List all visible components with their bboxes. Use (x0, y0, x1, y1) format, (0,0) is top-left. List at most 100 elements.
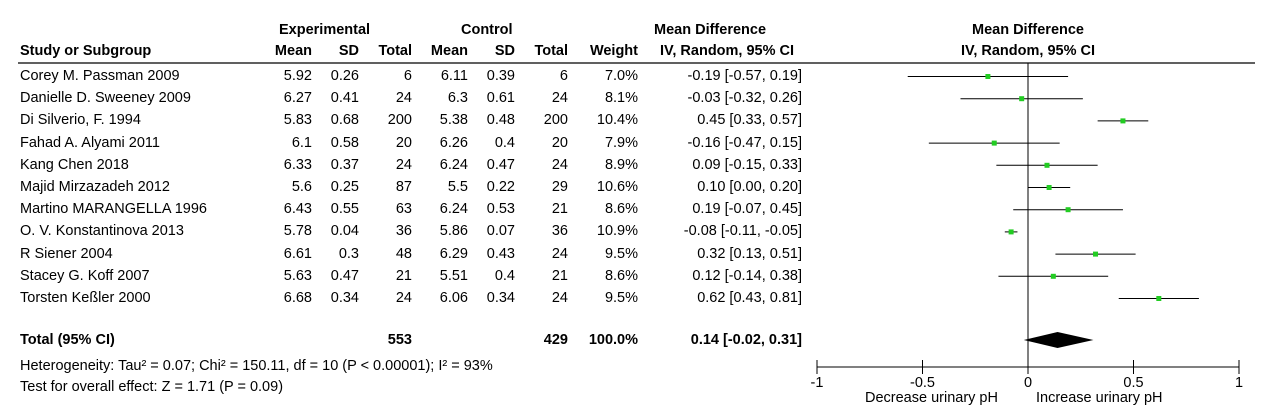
cell-c-total: 200 (543, 112, 568, 129)
cell-c-mean: 5.51 (439, 267, 468, 284)
cell-c-total: 21 (551, 201, 568, 218)
cell-name: Danielle D. Sweeney 2009 (20, 90, 191, 107)
col-c-sd: SD (494, 43, 515, 59)
cell-c-mean: 5.5 (447, 179, 468, 195)
cell-name: Torsten Keßler 2000 (20, 290, 151, 306)
total-ci: 0.14 [-0.02, 0.31] (690, 332, 802, 348)
x-tick-label: -1 (811, 375, 824, 391)
cell-e-sd: 0.37 (330, 156, 359, 173)
col-e-total: Total (378, 43, 412, 59)
col-study: Study or Subgroup (20, 43, 152, 59)
x-right-label: Increase urinary pH (1036, 390, 1163, 406)
cell-ci-text: -0.19 [-0.57, 0.19] (687, 68, 802, 84)
cell-name: Martino MARANGELLA 1996 (20, 201, 207, 218)
cell-c-total: 24 (551, 245, 568, 262)
cell-c-sd: 0.4 (494, 267, 515, 284)
point-estimate (1120, 118, 1126, 124)
cell-name: Majid Mirzazadeh 2012 (20, 179, 170, 195)
cell-e-mean: 5.6 (291, 179, 312, 195)
cell-c-total: 21 (551, 267, 568, 284)
cell-e-sd: 0.47 (330, 267, 359, 284)
point-estimate (1008, 229, 1014, 235)
cell-c-total: 29 (551, 179, 568, 195)
cell-ci-text: 0.32 [0.13, 0.51] (697, 245, 802, 262)
cell-c-sd: 0.22 (486, 179, 515, 195)
cell-c-total: 36 (551, 223, 568, 240)
cell-c-mean: 6.3 (447, 90, 468, 107)
cell-c-mean: 6.11 (440, 68, 468, 84)
overall-effect-text: Test for overall effect: Z = 1.71 (P = 0… (20, 379, 284, 395)
cell-c-sd: 0.34 (486, 290, 515, 306)
cell-name: Fahad A. Alyami 2011 (20, 134, 160, 151)
cell-e-mean: 5.63 (283, 267, 312, 284)
cell-c-total: 6 (559, 68, 568, 84)
cell-ci-text: 0.19 [-0.07, 0.45] (692, 201, 802, 218)
cell-c-mean: 5.86 (439, 223, 468, 240)
heterogeneity-text: Heterogeneity: Tau² = 0.07; Chi² = 150.1… (20, 358, 493, 374)
cell-weight: 9.5% (604, 245, 638, 262)
cell-e-sd: 0.55 (330, 201, 359, 218)
cell-e-total: 36 (395, 223, 412, 240)
cell-name: O. V. Konstantinova 2013 (20, 223, 184, 240)
cell-c-mean: 5.38 (439, 112, 468, 129)
cell-weight: 7.9% (604, 134, 638, 151)
total-c-total: 429 (543, 332, 568, 348)
cell-c-total: 24 (551, 90, 568, 107)
cell-e-mean: 6.68 (283, 290, 312, 306)
point-estimate (1046, 185, 1052, 190)
experimental-group-header: Experimental (279, 22, 371, 38)
effect-column-title: Mean Difference (654, 22, 767, 38)
cell-e-total: 200 (387, 112, 412, 129)
cell-c-sd: 0.47 (486, 156, 515, 173)
cell-weight: 10.9% (596, 223, 638, 240)
cell-c-mean: 6.26 (439, 134, 468, 151)
cell-e-mean: 6.61 (283, 245, 312, 262)
total-weight: 100.0% (588, 332, 638, 348)
cell-name: Stacey G. Koff 2007 (20, 267, 150, 284)
col-e-mean: Mean (274, 43, 312, 59)
cell-weight: 10.4% (596, 112, 638, 129)
x-tick-label: 0.5 (1123, 375, 1143, 391)
point-estimate (1044, 162, 1050, 168)
plot-title: Mean Difference (971, 22, 1084, 38)
cell-c-sd: 0.53 (486, 201, 515, 218)
cell-e-mean: 5.83 (283, 112, 312, 129)
cell-e-sd: 0.68 (330, 112, 359, 129)
cell-c-mean: 6.24 (439, 156, 468, 173)
cell-ci-text: 0.45 [0.33, 0.57] (697, 112, 802, 129)
cell-c-total: 24 (551, 156, 568, 173)
cell-ci-text: -0.16 [-0.47, 0.15] (687, 134, 802, 151)
x-tick-label: -0.5 (910, 375, 935, 391)
point-estimate (1156, 296, 1162, 301)
cell-e-mean: 6.1 (291, 134, 312, 151)
cell-c-total: 24 (551, 290, 568, 306)
col-weight: Weight (589, 43, 638, 59)
x-tick-label: 1 (1235, 375, 1243, 391)
x-left-label: Decrease urinary pH (865, 390, 998, 406)
cell-c-sd: 0.61 (486, 90, 515, 107)
cell-e-sd: 0.25 (330, 179, 359, 195)
cell-e-total: 24 (395, 156, 412, 173)
cell-weight: 9.5% (604, 290, 638, 306)
col-e-sd: SD (338, 43, 359, 59)
cell-e-total: 6 (403, 68, 412, 84)
plot-subtitle: IV, Random, 95% CI (960, 43, 1096, 59)
cell-e-mean: 5.92 (283, 68, 312, 84)
cell-e-total: 24 (395, 90, 412, 107)
point-estimate (1050, 273, 1056, 279)
cell-ci-text: 0.12 [-0.14, 0.38] (692, 267, 802, 284)
col-c-mean: Mean (430, 43, 468, 59)
control-group-header: Control (461, 22, 513, 38)
cell-weight: 8.6% (604, 201, 638, 218)
pooled-diamond (1023, 332, 1094, 348)
total-e-total: 553 (387, 332, 412, 348)
cell-name: R Siener 2004 (20, 245, 113, 262)
cell-c-sd: 0.4 (494, 134, 515, 151)
cell-name: Kang Chen 2018 (20, 156, 129, 173)
cell-e-total: 20 (395, 134, 412, 151)
cell-e-sd: 0.41 (330, 90, 359, 107)
cell-e-mean: 6.27 (283, 90, 312, 107)
cell-weight: 8.6% (604, 267, 638, 284)
cell-ci-text: 0.10 [0.00, 0.20] (697, 179, 802, 195)
